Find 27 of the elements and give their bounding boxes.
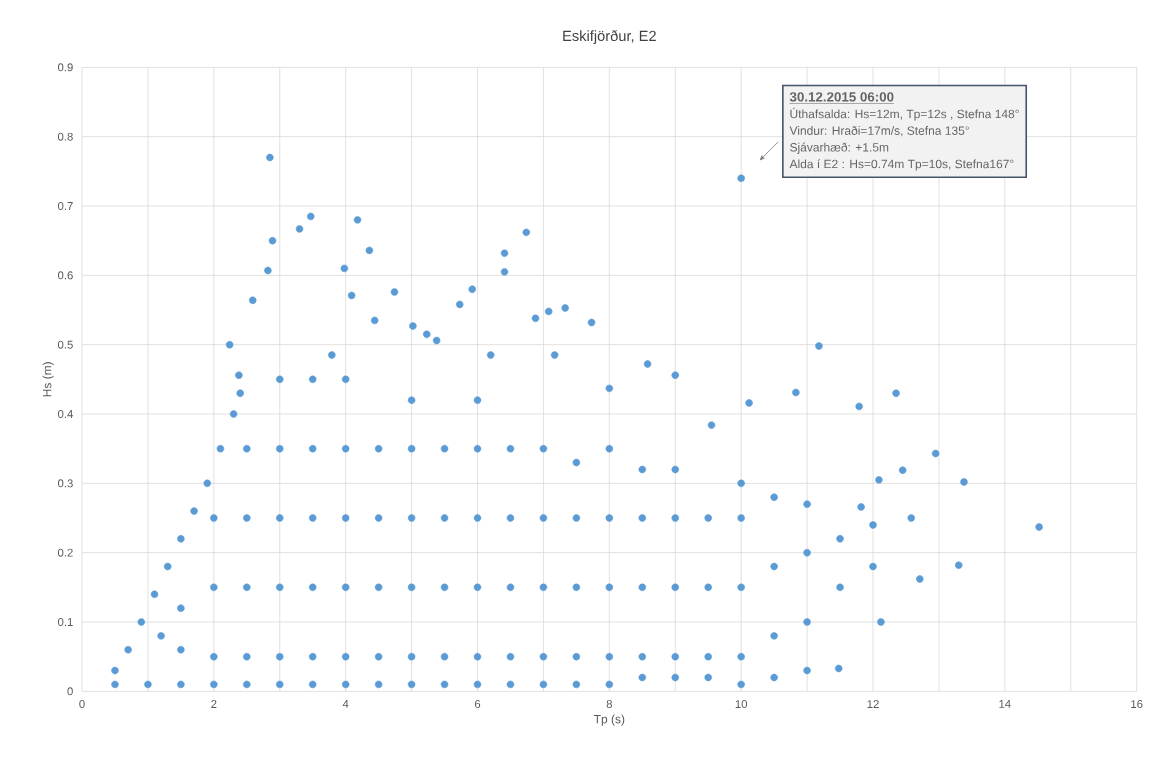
y-tick-label: 0.6 <box>57 271 73 280</box>
x-tick-label: 2 <box>211 700 217 708</box>
annotation: Úthafsalda: Hs=12m, Tp=12s , Stefna 148° <box>790 107 1019 121</box>
annotation: 30.12.2015 06:00 <box>789 92 894 102</box>
chart-title: Eskifjörður, E2 <box>563 30 656 44</box>
y-tick-label: 0.5 <box>57 340 73 349</box>
x-tick-label: 0 <box>79 700 85 709</box>
y-tick-label: 0.1 <box>57 618 73 627</box>
annotation: Alda í E2 : Hs=0.74m Tp=10s, Stefna167° <box>789 159 1014 171</box>
y-tick-label: 0.4 <box>57 410 73 419</box>
y-tick-label: 0.3 <box>57 479 73 488</box>
x-tick-label: 6 <box>474 700 481 709</box>
x-tick-label: 14 <box>999 700 1011 708</box>
y-tick-label: 0.2 <box>57 548 73 557</box>
annotation: Vindur: Hraði=17m/s, Stefna 135° <box>789 125 969 137</box>
y-axis-title: Hs (m) <box>42 362 54 397</box>
y-tick-label: 0.7 <box>57 202 73 211</box>
y-tick-label: 0.8 <box>57 132 73 141</box>
x-tick-label: 10 <box>735 700 748 709</box>
x-tick-label: 16 <box>1131 700 1143 709</box>
x-tick-label: 12 <box>867 700 879 708</box>
x-tick-label: 4 <box>342 700 349 708</box>
x-tick-label: 8 <box>606 700 612 709</box>
y-tick-label: 0.9 <box>57 63 73 72</box>
y-tick-label: 0 <box>67 687 73 696</box>
x-axis-title: Tp (s) <box>593 714 625 726</box>
annotation: Sjávarhæð: +1.5m <box>790 142 889 154</box>
